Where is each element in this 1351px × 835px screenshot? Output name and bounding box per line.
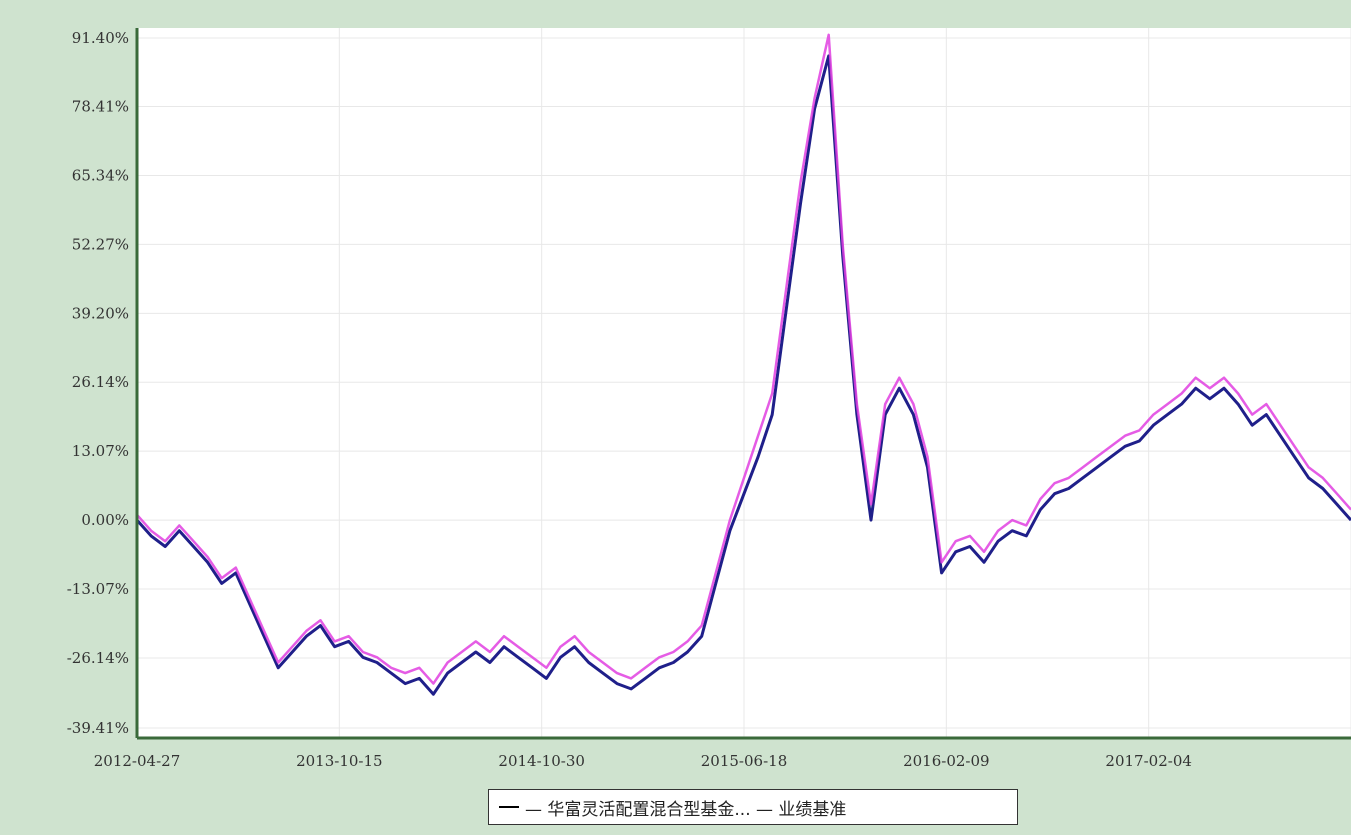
y-tick-label: 52.27% [72, 235, 129, 253]
x-tick-label: 2015-06-18 [701, 752, 787, 770]
legend-item: — 华富灵活配置混合型基金... — 业绩基准 [499, 795, 846, 820]
chart-legend: — 华富灵活配置混合型基金... — 业绩基准 [488, 789, 1018, 825]
series-line-fund [135, 54, 1351, 696]
y-tick-label: 65.34% [72, 166, 129, 184]
legend-swatch [499, 806, 519, 808]
legend-text: — 华富灵活配置混合型基金... — 业绩基准 [525, 799, 847, 820]
y-tick-label: -13.07% [67, 580, 129, 598]
x-tick-label: 2017-02-04 [1105, 752, 1191, 770]
y-tick-label: 39.20% [72, 304, 129, 322]
y-tick-label: 13.07% [72, 442, 129, 460]
y-tick-label: 78.41% [72, 98, 129, 116]
x-tick-label: 2014-10-30 [498, 752, 584, 770]
x-tick-label: 2016-02-09 [903, 752, 989, 770]
x-tick-label: 2012-04-27 [94, 752, 180, 770]
x-tick-label: 2013-10-15 [296, 752, 382, 770]
y-tick-label: 0.00% [81, 511, 129, 529]
series-line-benchmark [136, 33, 1351, 685]
y-tick-label: -26.14% [67, 649, 129, 667]
y-tick-label: 91.40% [72, 29, 129, 47]
y-tick-label: -39.41% [67, 719, 129, 737]
y-tick-label: 26.14% [72, 373, 129, 391]
